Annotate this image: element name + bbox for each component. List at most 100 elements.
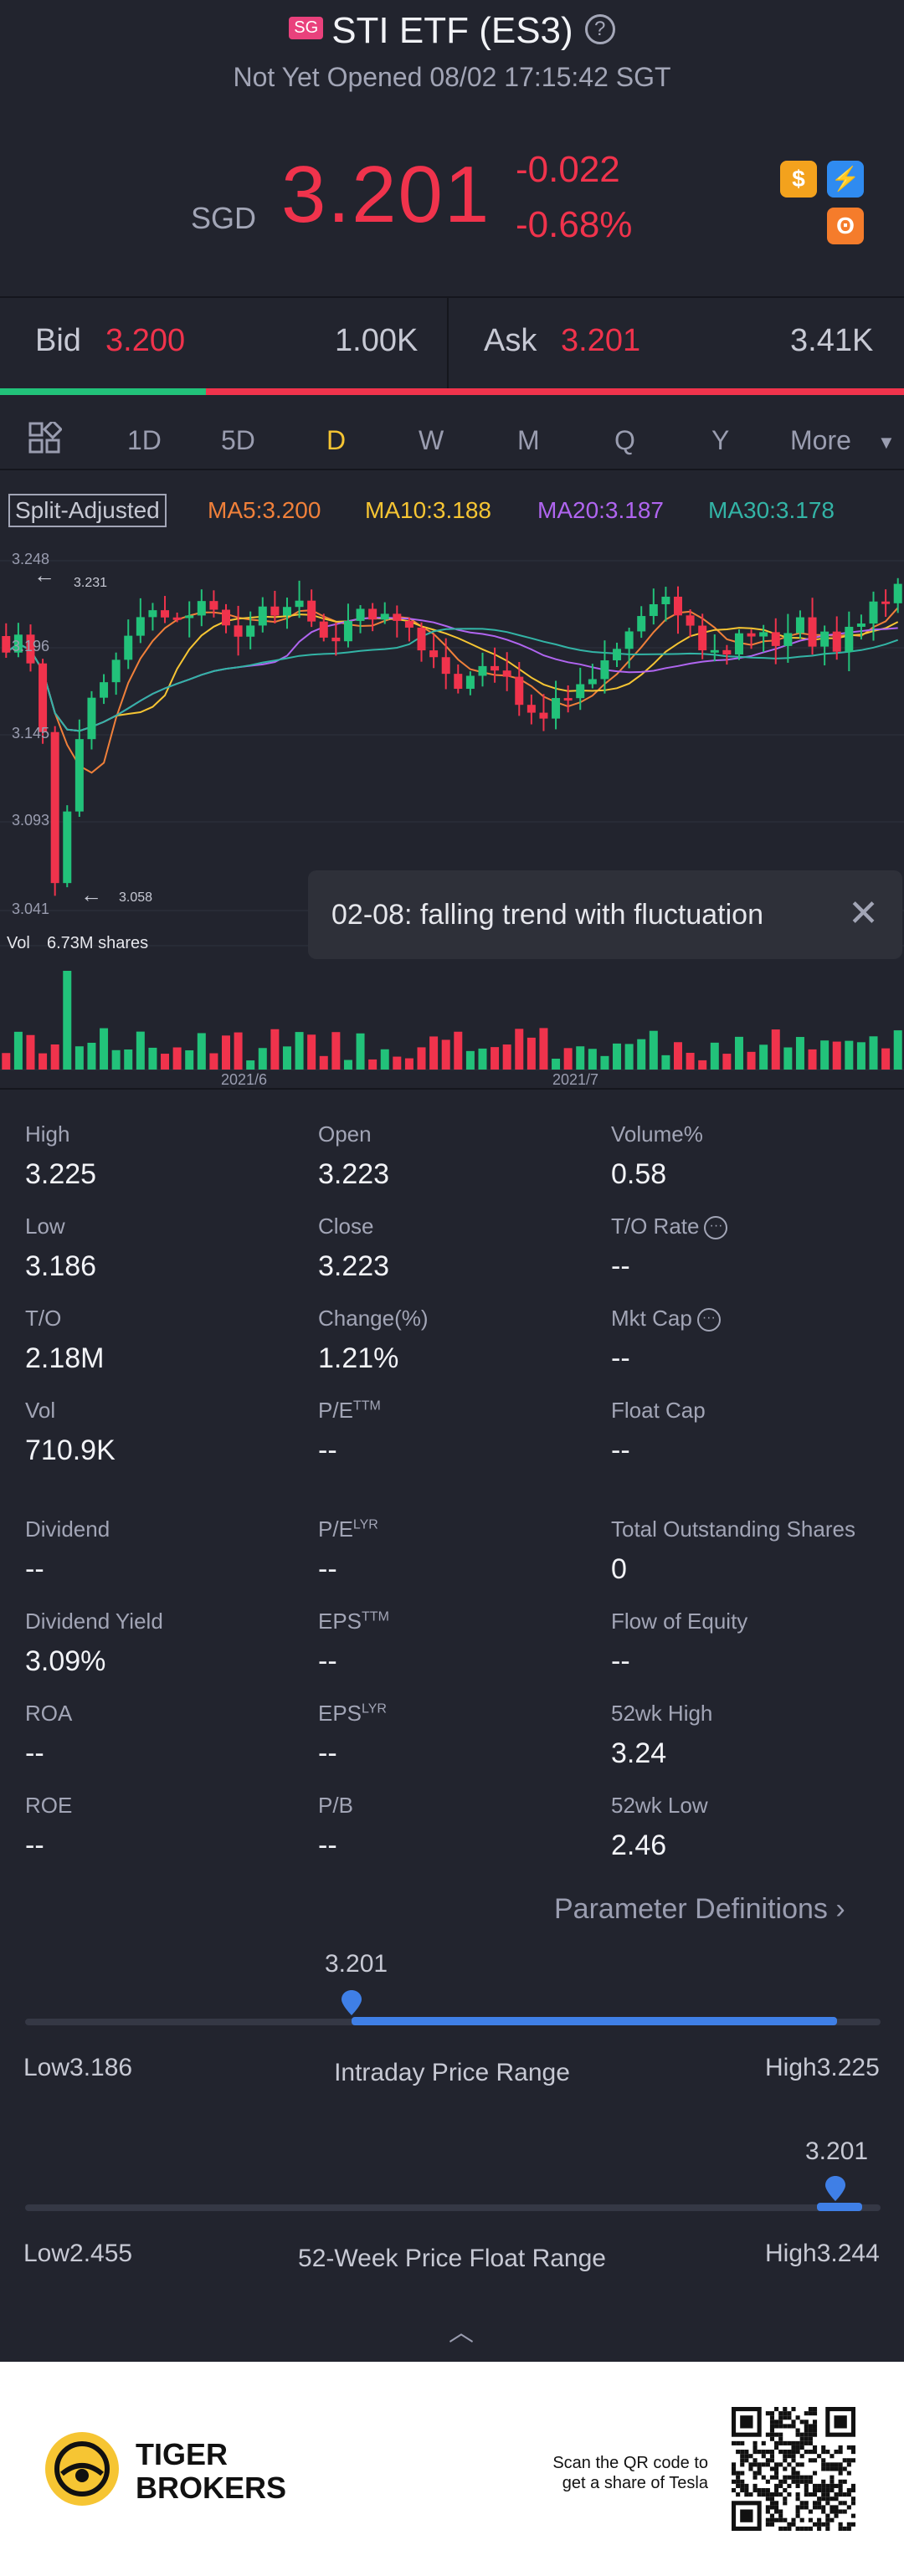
pe-lyr-sup: LYR: [352, 1517, 378, 1532]
tab-5d[interactable]: 5D: [221, 425, 255, 455]
qr-module: [825, 2450, 830, 2455]
change-pct-value: 1.21%: [318, 1342, 399, 1374]
qr-module: [838, 2479, 843, 2484]
pe-ttm-sup: TTM: [352, 1398, 381, 1414]
close-icon[interactable]: ✕: [848, 893, 879, 934]
candle-body: [172, 617, 182, 620]
volume-bar: [295, 1032, 304, 1070]
split-adjusted-button[interactable]: Split-Adjusted: [8, 494, 167, 527]
volume-bar: [552, 1058, 561, 1070]
low-marker: 3.058: [119, 890, 153, 905]
candle-body: [808, 617, 817, 647]
qr-module: [821, 2483, 826, 2488]
qr-module: [830, 2475, 835, 2480]
qr-module: [799, 2462, 804, 2467]
qr-module: [740, 2483, 745, 2488]
qr-module: [783, 2466, 788, 2471]
qr-module: [774, 2407, 779, 2412]
tab-more[interactable]: More: [790, 425, 851, 455]
qr-module: [795, 2415, 800, 2420]
qr-module: [838, 2509, 843, 2514]
qr-module: [736, 2440, 741, 2445]
qr-module: [821, 2445, 826, 2450]
dollar-icon[interactable]: $: [780, 161, 817, 198]
lightning-icon[interactable]: ⚡: [827, 161, 864, 198]
candle-body: [454, 674, 463, 690]
candle-body: [185, 615, 194, 618]
pe-lyr-label: P/ELYR: [318, 1516, 378, 1542]
volume-bar: [111, 1049, 121, 1070]
candle-body: [343, 620, 352, 642]
ma10-label: MA10:3.188: [365, 497, 491, 523]
candle-body: [368, 608, 378, 620]
qr-module: [769, 2466, 775, 2471]
to-rate-label: T/O Rate ···: [611, 1214, 728, 1240]
bear-icon[interactable]: ʘ: [827, 208, 864, 244]
qr-module: [774, 2424, 779, 2429]
ma-line: [5, 607, 899, 774]
more-dots-icon[interactable]: ···: [704, 1216, 728, 1240]
qr-module: [736, 2479, 741, 2484]
tab-w[interactable]: W: [419, 425, 444, 455]
qr-module: [769, 2432, 775, 2437]
qr-module: [765, 2517, 770, 2522]
qr-module: [834, 2492, 839, 2497]
qr-module: [752, 2450, 758, 2455]
open-value: 3.223: [318, 1158, 390, 1190]
ma-legend: Split-Adjusted MA5:3.200 MA10:3.188 MA20…: [0, 494, 904, 531]
candle-body: [624, 631, 634, 649]
candle-body: [649, 603, 658, 617]
chevron-up-icon[interactable]: ︿: [449, 2319, 474, 2347]
candle-body: [222, 609, 230, 626]
tab-d[interactable]: D: [326, 425, 347, 455]
tab-q[interactable]: Q: [614, 425, 635, 455]
qr-module: [744, 2454, 749, 2459]
candle-body: [502, 670, 511, 677]
qr-module: [761, 2450, 766, 2455]
qr-module: [795, 2492, 800, 2497]
qr-finder: [834, 2415, 847, 2429]
eps-ttm-value: --: [318, 1645, 337, 1677]
candle-body: [429, 650, 439, 658]
qr-module: [830, 2517, 835, 2522]
qr-module: [825, 2496, 830, 2502]
qr-module: [830, 2487, 835, 2493]
candle-body: [478, 665, 487, 676]
ma-line: [5, 613, 899, 732]
market-badge: SG: [289, 16, 324, 39]
more-dots-icon[interactable]: ···: [696, 1308, 721, 1332]
ma30-label: MA30:3.178: [708, 497, 835, 523]
candle-body: [856, 623, 865, 627]
qr-module: [846, 2505, 851, 2510]
qr-module: [736, 2492, 741, 2497]
volume-bar: [710, 1042, 719, 1070]
volume-bar: [50, 1044, 59, 1070]
qr-module: [740, 2450, 745, 2455]
qr-module: [821, 2458, 826, 2463]
qr-module: [850, 2450, 855, 2455]
volume-bar: [356, 1033, 365, 1070]
layout-grid-icon[interactable]: [28, 418, 64, 455]
help-icon[interactable]: ?: [584, 14, 615, 45]
qr-module: [774, 2445, 779, 2450]
roa-value: --: [25, 1737, 44, 1769]
candle-body: [111, 659, 121, 683]
qr-module: [821, 2505, 826, 2510]
chevron-down-icon[interactable]: ▼: [877, 432, 896, 453]
parameter-definitions-link[interactable]: Parameter Definitions ›: [554, 1893, 845, 1926]
volume-bar: [319, 1055, 328, 1070]
tab-y[interactable]: Y: [711, 425, 730, 455]
qr-module: [825, 2513, 830, 2518]
candlestick-chart[interactable]: 3.248 3.196 3.145 3.093 3.041 ← 3.231 ← …: [0, 544, 904, 1088]
qr-module: [765, 2492, 770, 2497]
volume-bar: [526, 1037, 536, 1070]
qr-module: [783, 2415, 788, 2420]
tab-m[interactable]: M: [517, 425, 540, 455]
volume-bar: [686, 1052, 695, 1070]
candle-body: [282, 607, 291, 616]
volume-bar: [429, 1036, 439, 1070]
page-title: STI ETF (ES3): [331, 10, 573, 51]
qr-module: [817, 2526, 822, 2531]
tab-1d[interactable]: 1D: [127, 425, 162, 455]
qr-module: [795, 2505, 800, 2510]
